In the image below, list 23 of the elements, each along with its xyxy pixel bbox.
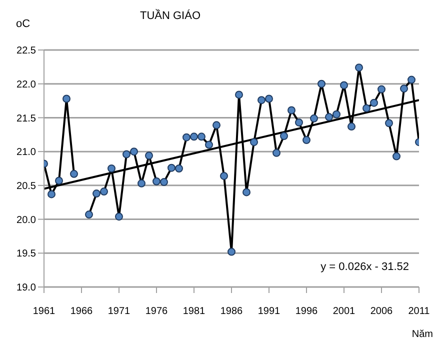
x-tick-label: 1996: [295, 306, 318, 318]
y-tick-label: 19.5: [16, 248, 36, 260]
chart-title: TUẦN GIÁO: [140, 10, 201, 22]
y-tick-label: 22.0: [16, 79, 36, 90]
x-axis-title: Năm: [412, 329, 433, 340]
x-tick-label: 2001: [332, 306, 356, 318]
y-tick-label: 20.0: [16, 214, 36, 226]
y-tick-label: 21.5: [16, 113, 36, 124]
x-tick-label: 2006: [370, 306, 394, 318]
x-tick-label: 1981: [182, 306, 206, 318]
y-tick-label: 21.0: [16, 147, 36, 158]
y-tick-label: 20.5: [16, 180, 36, 192]
annotation: y = 0.026x - 31.52: [320, 261, 409, 273]
x-tick-label: 1991: [258, 306, 281, 318]
x-tick-label: 1976: [145, 306, 168, 318]
x-tick-label: 1961: [32, 306, 56, 318]
y-tick-label: 22.5: [16, 46, 36, 57]
x-tick-label: 1986: [220, 306, 244, 318]
y-axis-title: oC: [16, 18, 30, 30]
x-tick-label: 1966: [70, 306, 94, 318]
x-tick-label: 2011: [408, 306, 430, 318]
x-tick-label: 1971: [108, 306, 131, 318]
y-tick-label: 19.0: [16, 282, 36, 294]
